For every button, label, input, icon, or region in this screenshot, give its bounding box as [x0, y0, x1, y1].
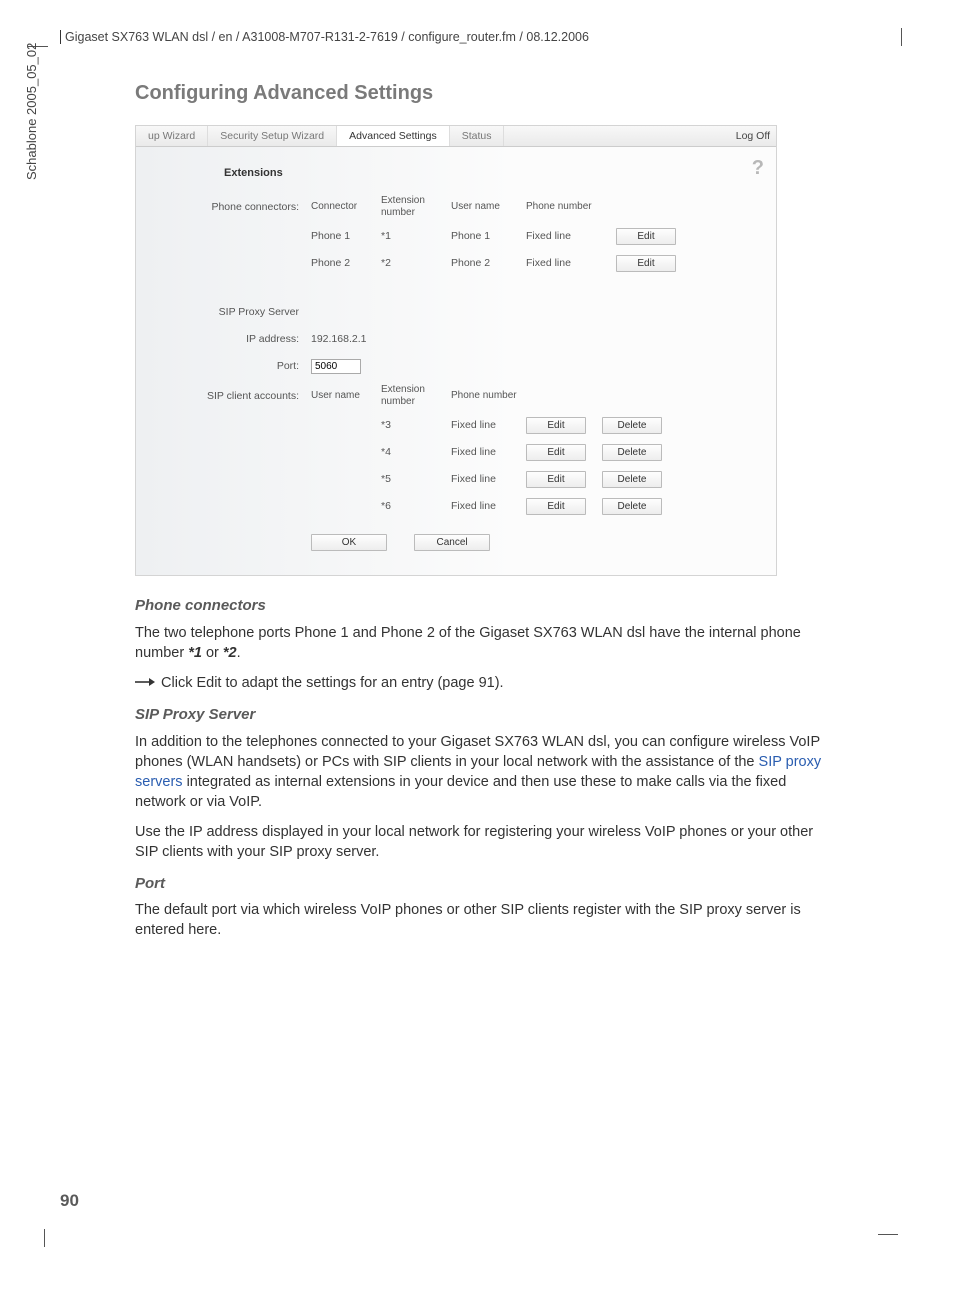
page-title: Configuring Advanced Settings — [135, 82, 894, 105]
subhead-port: Port — [135, 874, 835, 895]
crop-mark — [878, 1214, 898, 1235]
sip-row: *5 Fixed line Edit Delete — [154, 469, 758, 489]
value-ip-address: 192.168.2.1 — [311, 333, 381, 345]
edit-button[interactable]: Edit — [526, 471, 586, 488]
tab-setup-wizard[interactable]: up Wizard — [136, 126, 208, 146]
cell-phone: Fixed line — [451, 473, 526, 485]
cell-connector: Phone 1 — [311, 230, 381, 242]
crop-mark — [44, 1229, 65, 1247]
subhead-sip-proxy: SIP Proxy Server — [135, 705, 835, 726]
label-phone-connectors: Phone connectors: — [154, 201, 311, 213]
delete-button[interactable]: Delete — [602, 471, 662, 488]
cell-phone: Fixed line — [526, 257, 616, 269]
router-ui-screenshot: up Wizard Security Setup Wizard Advanced… — [135, 125, 777, 576]
tab-status[interactable]: Status — [450, 126, 505, 146]
cell-phone: Fixed line — [526, 230, 616, 242]
edit-button[interactable]: Edit — [526, 498, 586, 515]
paragraph: The default port via which wireless VoIP… — [135, 900, 835, 940]
cell-phone: Fixed line — [451, 446, 526, 458]
col-phone-number: Phone number — [526, 201, 616, 213]
paragraph: The two telephone ports Phone 1 and Phon… — [135, 623, 835, 663]
phone-row: Phone 2 *2 Phone 2 Fixed line Edit — [154, 253, 758, 273]
cell-phone: Fixed line — [451, 419, 526, 431]
template-side-label: Schablone 2005_05_02 — [24, 43, 39, 180]
col-extension: Extension number — [381, 384, 451, 408]
cell-ext: *3 — [381, 419, 451, 431]
section-extensions: Extensions — [224, 167, 758, 179]
col-phone-number: Phone number — [451, 390, 526, 402]
label-ip-address: IP address: — [154, 333, 311, 345]
port-input[interactable] — [311, 359, 361, 374]
cell-user: Phone 1 — [451, 230, 526, 242]
edit-button[interactable]: Edit — [526, 444, 586, 461]
col-connector: Connector — [311, 201, 381, 213]
arrow-icon — [135, 673, 157, 693]
delete-button[interactable]: Delete — [602, 444, 662, 461]
page-number: 90 — [60, 1191, 79, 1211]
doc-body: Phone connectors The two telephone ports… — [135, 596, 835, 940]
col-username: User name — [451, 201, 526, 213]
tab-security-wizard[interactable]: Security Setup Wizard — [208, 126, 337, 146]
cell-ext: *1 — [381, 230, 451, 242]
edit-button[interactable]: Edit — [616, 255, 676, 272]
cell-connector: Phone 2 — [311, 257, 381, 269]
header-path: Gigaset SX763 WLAN dsl / en / A31008-M70… — [60, 30, 894, 44]
edit-button[interactable]: Edit — [526, 417, 586, 434]
cell-ext: *5 — [381, 473, 451, 485]
col-username: User name — [311, 390, 381, 402]
help-icon[interactable]: ? — [752, 157, 764, 180]
col-extension: Extension number — [381, 195, 451, 219]
ok-button[interactable]: OK — [311, 534, 387, 551]
edit-button[interactable]: Edit — [616, 228, 676, 245]
label-sip-proxy: SIP Proxy Server — [154, 306, 311, 318]
label-sip-clients: SIP client accounts: — [154, 390, 311, 402]
paragraph: Use the IP address displayed in your loc… — [135, 822, 835, 862]
delete-button[interactable]: Delete — [602, 498, 662, 515]
instruction-line: Click Edit to adapt the settings for an … — [135, 673, 835, 693]
subhead-phone-connectors: Phone connectors — [135, 596, 835, 617]
cell-ext: *2 — [381, 257, 451, 269]
phone-row: Phone 1 *1 Phone 1 Fixed line Edit — [154, 226, 758, 246]
cancel-button[interactable]: Cancel — [414, 534, 490, 551]
tab-advanced-settings[interactable]: Advanced Settings — [337, 126, 450, 146]
sip-row: *6 Fixed line Edit Delete — [154, 496, 758, 516]
cell-ext: *4 — [381, 446, 451, 458]
paragraph: In addition to the telephones connected … — [135, 732, 835, 812]
cell-phone: Fixed line — [451, 500, 526, 512]
tab-bar: up Wizard Security Setup Wizard Advanced… — [136, 126, 776, 147]
crop-mark — [881, 28, 902, 46]
sip-row: *4 Fixed line Edit Delete — [154, 442, 758, 462]
cell-user: Phone 2 — [451, 257, 526, 269]
logoff-link[interactable]: Log Off — [736, 130, 770, 142]
cell-ext: *6 — [381, 500, 451, 512]
sip-row: *3 Fixed line Edit Delete — [154, 415, 758, 435]
delete-button[interactable]: Delete — [602, 417, 662, 434]
label-port: Port: — [154, 360, 311, 372]
